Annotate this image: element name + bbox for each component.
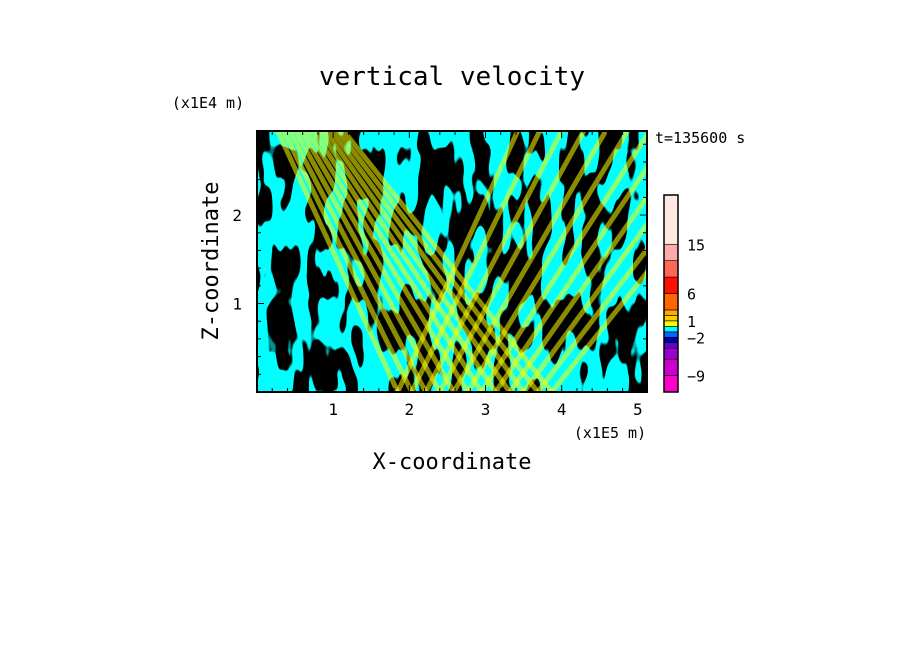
field-streak-right — [549, 268, 647, 392]
field-streak-left — [335, 131, 540, 392]
colorbar-tick-label: 1 — [687, 313, 696, 331]
x-tick-label: 3 — [481, 400, 491, 419]
colorbar-segment — [663, 347, 679, 360]
chart-title: vertical velocity — [319, 62, 585, 92]
x-tick-label: 4 — [557, 400, 567, 419]
x-axis-ticks: 1 2 3 4 5 — [271, 131, 643, 419]
field-streak-right — [535, 245, 647, 392]
field-streaks — [275, 131, 647, 392]
colorbar-segment — [663, 243, 679, 261]
y-tick-label: 1 — [232, 295, 242, 314]
colorbar-segment — [663, 358, 679, 376]
colorbar-frame — [663, 194, 679, 393]
field-streak-left — [305, 131, 470, 392]
x-tick-label: 2 — [405, 400, 415, 419]
colorbar-segment — [663, 331, 679, 338]
y-axis-ticks: 12 — [232, 143, 647, 375]
colorbar-tick-label: −9 — [687, 368, 705, 386]
plot-frame — [256, 130, 648, 393]
colorbar-segment — [663, 194, 679, 245]
field-streak-right — [423, 131, 564, 392]
field-streak-left — [299, 131, 456, 392]
colorbar-segment — [663, 315, 679, 322]
colorbar-segment — [663, 276, 679, 294]
field-streak-left — [287, 131, 428, 392]
colorbar-segment — [663, 375, 679, 393]
colorbar-segment — [663, 293, 679, 311]
field-streak-left — [311, 131, 484, 392]
field-streak-right — [521, 220, 647, 392]
field-streak-left — [281, 131, 414, 392]
colorbar-tick-label: 6 — [687, 286, 696, 304]
field-streak-left — [275, 131, 400, 392]
x-tick-label: 5 — [633, 400, 643, 419]
field-streak-left — [317, 131, 498, 392]
field-streak-left — [293, 131, 442, 392]
colorbar-segment — [663, 336, 679, 344]
time-label: t=135600 s — [655, 129, 745, 147]
x-axis-label: X-coordinate — [373, 450, 532, 475]
x-tick-label: 1 — [328, 400, 338, 419]
field-streak-left — [329, 131, 526, 392]
colorbar-segment — [663, 260, 679, 278]
colorbar — [663, 194, 679, 393]
y-scale-label: (x1E4 m) — [172, 94, 244, 112]
x-scale-label: (x1E5 m) — [574, 424, 646, 442]
velocity-field — [257, 131, 647, 392]
colorbar-tick-label: −2 — [687, 329, 705, 347]
colorbar-ticks: 15 6 1−2 −9 — [687, 236, 705, 385]
field-streak-right — [493, 163, 647, 392]
field-streak-left — [341, 131, 554, 392]
y-axis-label: Z-coordinate — [199, 182, 224, 341]
field-streak-right — [409, 131, 542, 392]
y-tick-label: 2 — [232, 206, 242, 225]
field-streak-right — [479, 131, 647, 392]
colorbar-segment — [663, 320, 679, 327]
colorbar-segment — [663, 309, 679, 316]
colorbar-segment — [663, 326, 679, 333]
field-streak-right — [507, 192, 647, 392]
field-streak-left — [323, 131, 512, 392]
colorbar-segment — [663, 342, 679, 349]
colorbar-tick-label: 15 — [687, 236, 705, 254]
